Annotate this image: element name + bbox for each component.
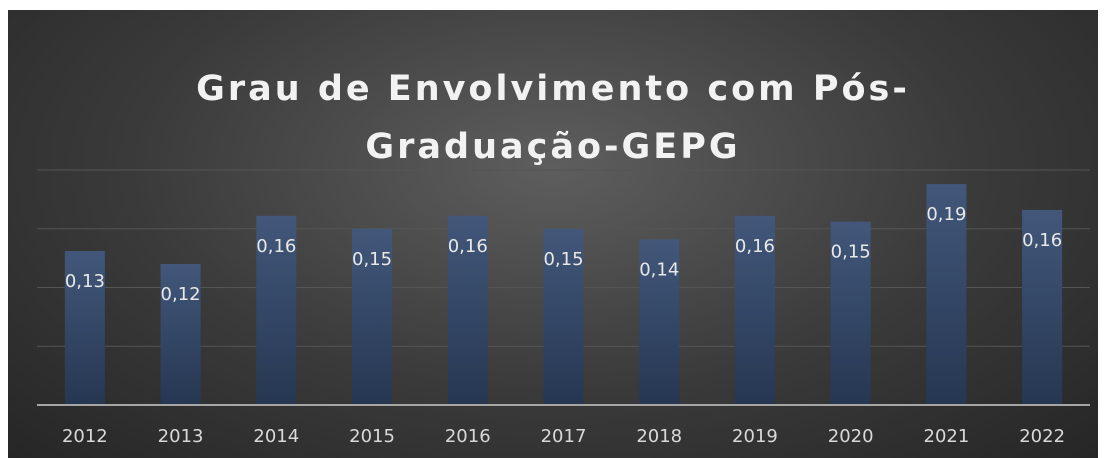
data-label: 0,19 bbox=[926, 204, 966, 225]
chart-title: Grau de Envolvimento com Pós-Graduação-G… bbox=[196, 69, 910, 167]
bar bbox=[1022, 209, 1063, 405]
data-label: 0,15 bbox=[543, 249, 583, 270]
x-tick-label: 2013 bbox=[158, 426, 204, 447]
bar bbox=[352, 228, 393, 405]
data-label: 0,16 bbox=[448, 236, 488, 257]
x-tick-label: 2017 bbox=[541, 426, 587, 447]
x-tick-label: 2020 bbox=[828, 426, 874, 447]
bar bbox=[639, 239, 680, 405]
bar bbox=[926, 184, 967, 405]
data-label: 0,16 bbox=[256, 236, 296, 257]
data-label: 0,14 bbox=[639, 259, 679, 280]
x-tick-label: 2022 bbox=[1019, 426, 1065, 447]
data-label: 0,13 bbox=[65, 271, 105, 292]
chart: 2012 0,13 2013 0,12 2014 0,16 2015 0,15 2016 0,16… bbox=[8, 10, 1098, 458]
bar bbox=[543, 228, 584, 405]
bar bbox=[160, 264, 201, 405]
data-label: 0,12 bbox=[161, 284, 201, 305]
x-tick-label: 2012 bbox=[62, 426, 108, 447]
x-tick-label: 2019 bbox=[732, 426, 778, 447]
bar bbox=[256, 215, 297, 405]
x-tick-label: 2014 bbox=[253, 426, 299, 447]
x-tick-label: 2021 bbox=[924, 426, 970, 447]
x-tick-label: 2016 bbox=[445, 426, 491, 447]
data-label: 0,15 bbox=[352, 249, 392, 270]
x-tick-label: 2018 bbox=[636, 426, 682, 447]
data-label: 0,16 bbox=[1022, 230, 1062, 251]
bar bbox=[830, 221, 871, 405]
bar bbox=[64, 251, 105, 405]
bar bbox=[734, 215, 775, 405]
bar bbox=[447, 215, 488, 405]
x-tick-label: 2015 bbox=[349, 426, 395, 447]
data-label: 0,16 bbox=[735, 236, 775, 257]
plot: 2012 0,13 2013 0,12 2014 0,16 2015 0,15 2016 0,16… bbox=[37, 169, 1090, 447]
data-label: 0,15 bbox=[831, 242, 871, 263]
